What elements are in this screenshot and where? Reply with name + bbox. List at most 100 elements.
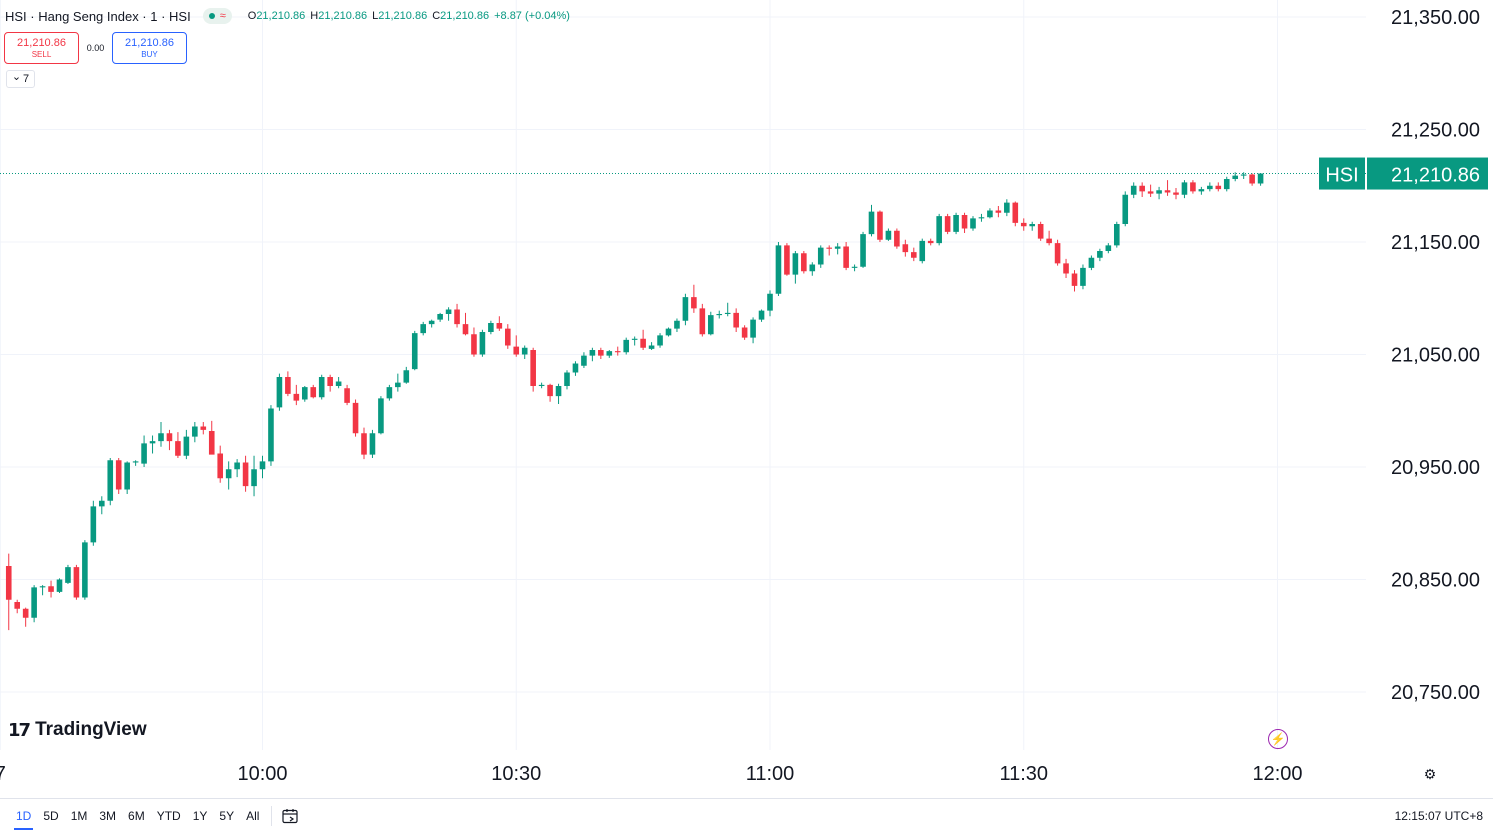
sell-button[interactable]: 21,210.86 SELL	[4, 32, 79, 64]
candle-body	[166, 433, 173, 442]
candle	[1046, 230, 1052, 246]
range-3m[interactable]: 3M	[99, 808, 117, 823]
buy-button[interactable]: 21,210.86 BUY	[112, 32, 187, 64]
candle-body	[158, 433, 164, 442]
spread-value: 0.00	[86, 43, 105, 53]
candle-body	[1156, 190, 1162, 194]
candle	[310, 384, 317, 399]
candle	[724, 302, 731, 317]
market-status-badge[interactable]: ≈	[202, 8, 232, 24]
sell-label: SELL	[31, 50, 52, 59]
chart-grid	[0, 0, 1366, 750]
candle	[775, 242, 782, 296]
range-1d[interactable]: 1D	[10, 799, 37, 832]
range-5d[interactable]: 5D	[43, 808, 59, 823]
candle-body	[327, 377, 333, 386]
range-5y[interactable]: 5Y	[219, 808, 235, 823]
candle	[877, 210, 883, 242]
candle	[767, 290, 773, 317]
calendar-icon-glyph	[282, 808, 299, 823]
candle-body	[1181, 182, 1188, 195]
tradingview-logo[interactable]: 17 TradingView	[8, 719, 147, 741]
candle	[268, 405, 274, 466]
candle	[1173, 188, 1179, 200]
buy-label: BUY	[141, 50, 158, 59]
candle-body	[910, 252, 917, 258]
symbol-title[interactable]: HSI · Hang Seng Index · 1 · HSI	[5, 8, 191, 24]
candle-body	[589, 350, 596, 356]
candle-body	[843, 246, 849, 268]
candle	[445, 307, 452, 321]
bolt-icon[interactable]: ⚡	[1268, 729, 1288, 749]
y-tick-label: 21,050.00	[1391, 345, 1480, 367]
ohlc-low-label: L	[372, 10, 379, 22]
indicators-toggle-button[interactable]: ⌄ 7	[6, 70, 35, 88]
goto-date-icon[interactable]	[280, 806, 300, 826]
range-1m[interactable]: 1M	[70, 808, 88, 823]
bottom-toolbar: 1D 5D 1M 3M 6M YTD 1Y 5Y All 12:15:07 UT…	[0, 798, 1493, 832]
candle-body	[200, 426, 207, 430]
candle	[944, 213, 951, 235]
candle	[1097, 248, 1103, 262]
candle-body	[682, 297, 689, 321]
range-1y[interactable]: 1Y	[192, 808, 208, 823]
candle-body	[234, 462, 240, 470]
candle-body	[767, 293, 773, 311]
price-chart[interactable]: HSI 21,210.86 21,350.00 21,250.00 21,150.00…	[0, 0, 1493, 798]
range-all[interactable]: All	[246, 808, 260, 823]
candle-body	[801, 253, 807, 272]
candle-body	[817, 247, 824, 265]
candle	[513, 335, 520, 357]
candle	[691, 284, 697, 313]
range-6m[interactable]: 6M	[128, 808, 145, 823]
candle-body	[1173, 192, 1179, 195]
candle	[158, 422, 164, 447]
candle	[927, 238, 934, 246]
candle-body	[1088, 257, 1095, 268]
candle	[555, 383, 562, 404]
candle	[166, 429, 173, 451]
candle-body	[73, 567, 80, 598]
candle-body	[521, 347, 528, 355]
candle	[716, 310, 723, 319]
candle-body	[902, 244, 909, 253]
candle	[183, 429, 190, 460]
range-ytd[interactable]: YTD	[156, 808, 181, 823]
candle-body	[420, 324, 427, 334]
candle	[868, 204, 875, 237]
candle	[1054, 239, 1061, 266]
candle-body	[648, 345, 655, 349]
candles-layer	[5, 172, 1264, 631]
settings-icon[interactable]: ⚙	[1423, 766, 1437, 782]
candle	[953, 212, 959, 235]
ohlc-high: 21,210.86	[318, 10, 368, 22]
candle	[234, 459, 240, 478]
candle-body	[504, 328, 511, 346]
candle-body	[1004, 202, 1010, 213]
candle	[1232, 172, 1239, 182]
ohlc-close: 21,210.86	[440, 10, 490, 22]
y-tick-label: 21,250.00	[1391, 120, 1480, 142]
candle-body	[614, 351, 621, 353]
candle	[1037, 221, 1044, 241]
clock-readout[interactable]: 12:15:07 UTC+8	[1394, 809, 1483, 823]
candle	[792, 251, 799, 284]
candle	[454, 303, 460, 328]
candle-body	[547, 384, 553, 397]
candle	[1249, 173, 1255, 186]
candle	[564, 370, 570, 390]
ohlc-close-label: C	[432, 10, 441, 22]
candle-body	[344, 388, 350, 403]
candle-body	[369, 433, 376, 455]
candle-body	[1037, 224, 1044, 239]
candle-body	[564, 372, 570, 386]
candle	[581, 352, 587, 368]
candle-body	[631, 338, 638, 340]
candle-body	[894, 230, 900, 247]
candle	[1240, 172, 1247, 179]
candle-body	[936, 216, 942, 244]
candle-body	[259, 461, 266, 470]
candle	[1105, 243, 1112, 254]
candle-body	[868, 211, 875, 235]
candle-body	[750, 319, 756, 338]
